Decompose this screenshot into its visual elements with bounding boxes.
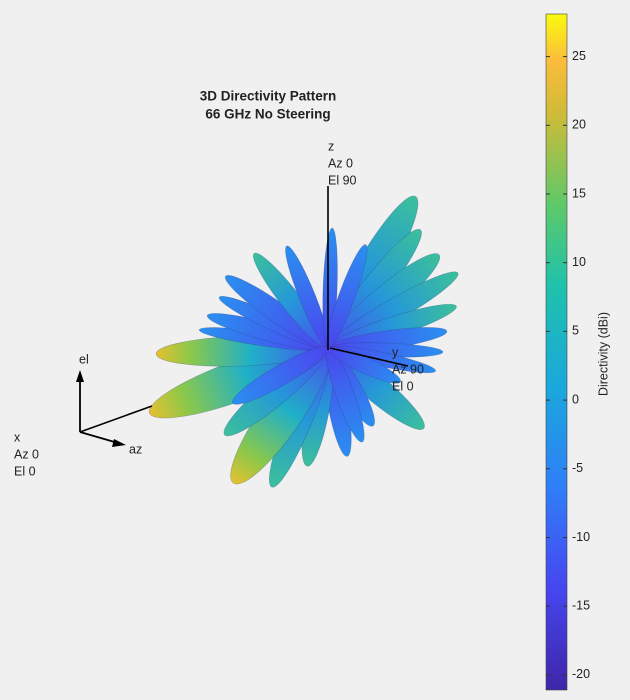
colorbar-tick-label: 10 — [572, 255, 586, 269]
az-arrowhead — [112, 439, 126, 447]
colorbar-tick-label: 20 — [572, 118, 586, 132]
chart-title: 3D Directivity Pattern — [200, 89, 337, 104]
colorbar-tick-label: -20 — [572, 667, 590, 681]
colorbar-tick-label: -5 — [572, 461, 583, 475]
z-el: El 90 — [328, 173, 357, 187]
x-el: El 0 — [14, 464, 36, 478]
colorbar — [545, 13, 568, 691]
colorbar-label: Directivity (dBi) — [596, 312, 610, 396]
colorbar-tick-label: 15 — [572, 186, 586, 200]
colorbar-tick-label: -10 — [572, 530, 590, 544]
y-axis-line — [329, 347, 409, 367]
colorbar-tick-label: 5 — [572, 324, 579, 338]
az-label: az — [129, 442, 142, 456]
x-label: x — [14, 430, 21, 444]
colorbar-tick-label: 25 — [572, 49, 586, 63]
y-az: Az 90 — [392, 362, 424, 376]
pattern-surface — [148, 195, 459, 488]
az-arrow — [79, 431, 119, 444]
x-az: Az 0 — [14, 447, 39, 461]
colorbar-tick-label: -15 — [572, 598, 590, 612]
x-axis-line — [79, 405, 153, 433]
y-label: y — [392, 345, 399, 359]
colorbar-ticks: -20 -15 -10 -5 0 5 10 15 20 25 — [546, 49, 590, 681]
colorbar-tick-label: 0 — [572, 392, 579, 406]
z-label: z — [328, 139, 334, 153]
z-az: Az 0 — [328, 156, 353, 170]
el-label: el — [79, 352, 89, 366]
y-el: El 0 — [392, 379, 414, 393]
el-arrowhead — [76, 370, 84, 382]
chart-subtitle: 66 GHz No Steering — [205, 107, 330, 122]
